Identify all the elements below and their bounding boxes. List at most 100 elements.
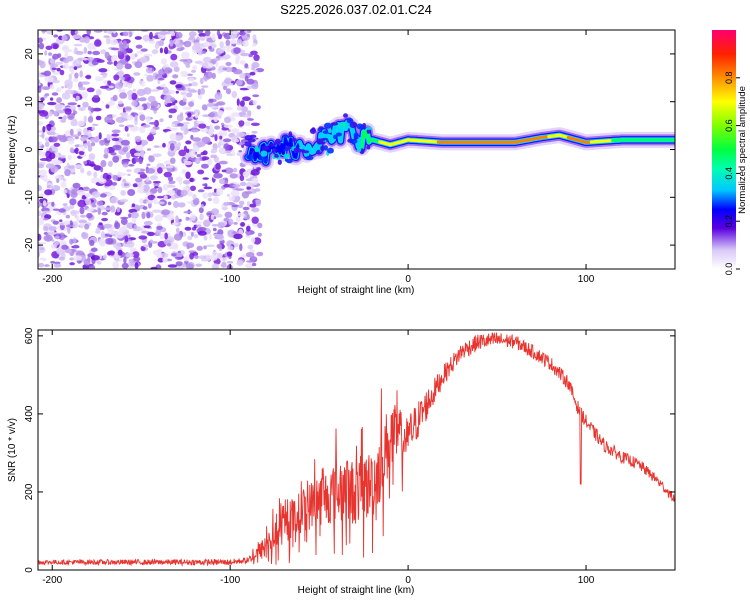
spectrogram-y-tick-label: 0 <box>24 146 35 152</box>
noise-point <box>230 39 237 45</box>
noise-point <box>114 82 124 89</box>
noise-point <box>222 45 226 51</box>
noise-point <box>83 160 88 165</box>
noise-point <box>146 212 151 219</box>
noise-point <box>212 227 217 232</box>
noise-point <box>256 105 261 110</box>
noise-point <box>143 87 152 95</box>
noise-point <box>87 50 92 55</box>
noise-point <box>164 232 169 240</box>
noise-point <box>247 244 254 250</box>
snr-x-label: Height of straight line (km) <box>298 585 415 596</box>
noise-point <box>117 249 123 256</box>
noise-point <box>38 233 42 241</box>
noise-point <box>186 92 193 98</box>
noise-point <box>38 151 47 157</box>
noise-point <box>240 181 247 187</box>
ridge-blob <box>324 122 332 129</box>
noise-point <box>42 126 46 133</box>
noise-point <box>109 205 116 213</box>
noise-point <box>218 48 225 54</box>
noise-point <box>220 122 225 126</box>
noise-point <box>44 75 54 83</box>
noise-point <box>149 31 153 40</box>
noise-point <box>147 194 156 201</box>
ridge-blob <box>260 150 268 157</box>
spectrogram-y-label: Frequency (Hz) <box>7 116 18 185</box>
noise-point <box>51 92 59 96</box>
noise-point <box>192 137 202 142</box>
noise-point <box>143 179 152 185</box>
noise-point <box>197 50 203 56</box>
noise-point <box>231 128 240 134</box>
noise-point <box>228 218 234 226</box>
noise-point <box>245 263 254 269</box>
noise-point <box>189 150 196 159</box>
noise-point <box>150 100 159 108</box>
noise-point <box>38 31 40 37</box>
noise-point <box>152 153 162 157</box>
noise-point <box>205 244 215 248</box>
noise-point <box>250 50 258 55</box>
noise-point <box>236 216 240 221</box>
noise-point <box>52 71 61 75</box>
noise-point <box>196 245 203 251</box>
noise-point <box>64 248 72 254</box>
noise-point <box>74 136 79 140</box>
noise-point <box>199 128 209 133</box>
noise-point <box>120 139 130 146</box>
noise-point <box>176 227 180 234</box>
noise-point <box>222 54 231 60</box>
noise-point <box>235 58 240 65</box>
noise-point <box>94 30 103 33</box>
noise-point <box>217 142 221 149</box>
noise-point <box>54 103 63 111</box>
noise-point <box>216 101 226 106</box>
noise-point <box>233 243 239 248</box>
noise-point <box>188 31 197 37</box>
noise-point <box>194 157 201 164</box>
noise-point <box>38 70 41 78</box>
noise-point <box>78 86 86 91</box>
noise-point <box>236 131 246 138</box>
noise-point <box>64 51 69 58</box>
noise-point <box>73 164 84 169</box>
noise-point <box>106 174 112 180</box>
noise-point <box>126 114 134 121</box>
noise-point <box>237 212 246 217</box>
noise-point <box>162 183 169 191</box>
noise-point <box>184 160 193 166</box>
noise-point <box>103 35 110 38</box>
noise-point <box>38 193 45 199</box>
noise-point <box>80 136 87 142</box>
noise-point <box>43 234 53 242</box>
noise-point <box>156 195 164 199</box>
noise-point <box>216 30 221 37</box>
noise-point <box>253 69 258 73</box>
noise-point <box>239 200 245 206</box>
noise-point <box>51 79 60 84</box>
noise-point <box>223 116 232 124</box>
noise-point <box>249 71 256 76</box>
ridge-blob <box>254 146 260 153</box>
noise-point <box>169 242 177 249</box>
noise-point <box>55 61 63 65</box>
noise-point <box>51 69 56 73</box>
noise-point <box>223 183 230 188</box>
noise-point <box>71 221 79 229</box>
noise-point <box>57 157 62 161</box>
noise-point <box>112 30 117 34</box>
noise-point <box>69 147 75 154</box>
noise-point <box>38 121 44 126</box>
noise-point <box>203 245 207 250</box>
noise-point <box>187 191 194 197</box>
noise-point <box>146 148 152 151</box>
noise-point <box>141 211 146 220</box>
noise-point <box>79 206 85 215</box>
noise-point <box>97 178 107 184</box>
noise-point <box>177 123 184 127</box>
noise-point <box>208 45 212 50</box>
noise-point <box>156 225 163 230</box>
noise-point <box>252 94 260 98</box>
noise-point <box>104 51 110 59</box>
